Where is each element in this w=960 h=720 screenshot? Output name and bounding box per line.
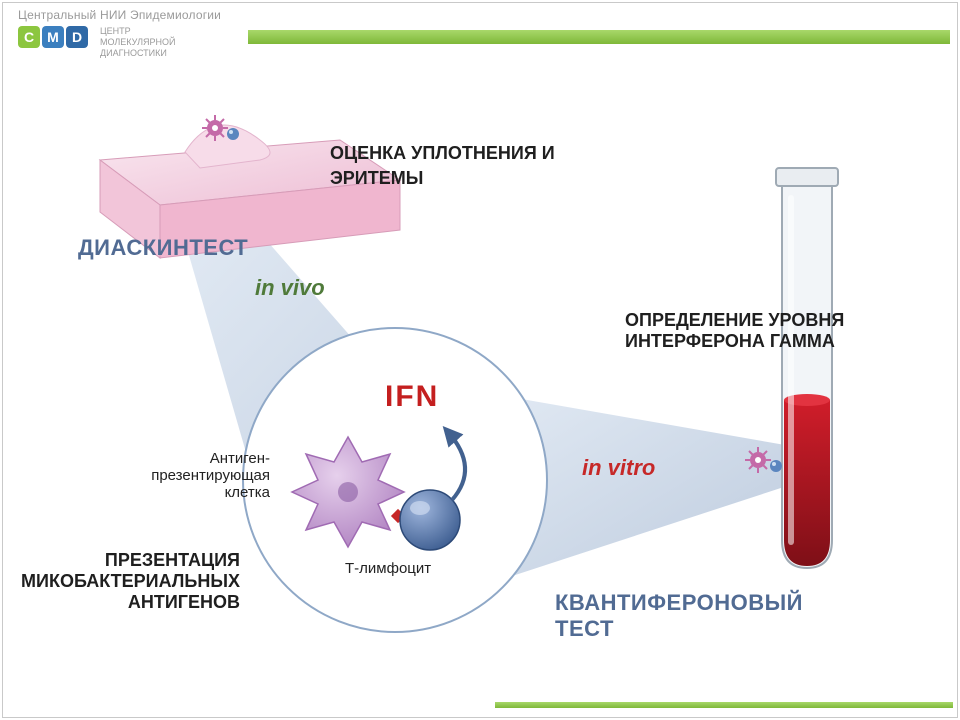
footer-ribbon	[495, 702, 953, 708]
quant-line2: ТЕСТ	[555, 616, 803, 642]
quantiferon-title: КВАНТИФЕРОНОВЫЙ ТЕСТ	[555, 590, 803, 642]
assessment-line1: ОЦЕНКА УПЛОТНЕНИЯ И	[330, 143, 555, 164]
present-line2: МИКОБАКТЕРИАЛЬНЫХ	[10, 571, 240, 592]
quant-line1: КВАНТИФЕРОНОВЫЙ	[555, 590, 803, 616]
in-vivo-label: in vivo	[255, 275, 325, 301]
present-line3: АНТИГЕНОВ	[10, 592, 240, 613]
determ-line2: ИНТЕРФЕРОНА ГАММА	[625, 331, 844, 352]
determ-line1: ОПРЕДЕЛЕНИЕ УРОВНЯ	[625, 310, 844, 331]
presentation-block: ПРЕЗЕНТАЦИЯ МИКОБАКТЕРИАЛЬНЫХ АНТИГЕНОВ	[10, 550, 240, 613]
present-line1: ПРЕЗЕНТАЦИЯ	[10, 550, 240, 571]
in-vitro-label: in vitro	[582, 455, 655, 481]
diaskintest-title: ДИАСКИНТЕСТ	[78, 235, 248, 261]
apc-line2: презентирующая	[100, 467, 270, 484]
apc-line1: Антиген-	[100, 450, 270, 467]
test-tube-icon	[776, 168, 838, 568]
assessment-line2: ЭРИТЕМЫ	[330, 168, 423, 189]
apc-label: Антиген- презентирующая клетка	[100, 450, 270, 501]
t-lymphocyte-label: Т-лимфоцит	[345, 560, 431, 577]
ifn-label: IFN	[385, 380, 439, 414]
mechanism-circle	[243, 328, 547, 632]
slide-canvas: Центральный НИИ Эпидемиологии CMD ЦЕНТР …	[0, 0, 960, 720]
apc-line3: клетка	[100, 484, 270, 501]
determination-block: ОПРЕДЕЛЕНИЕ УРОВНЯ ИНТЕРФЕРОНА ГАММА	[625, 310, 844, 352]
